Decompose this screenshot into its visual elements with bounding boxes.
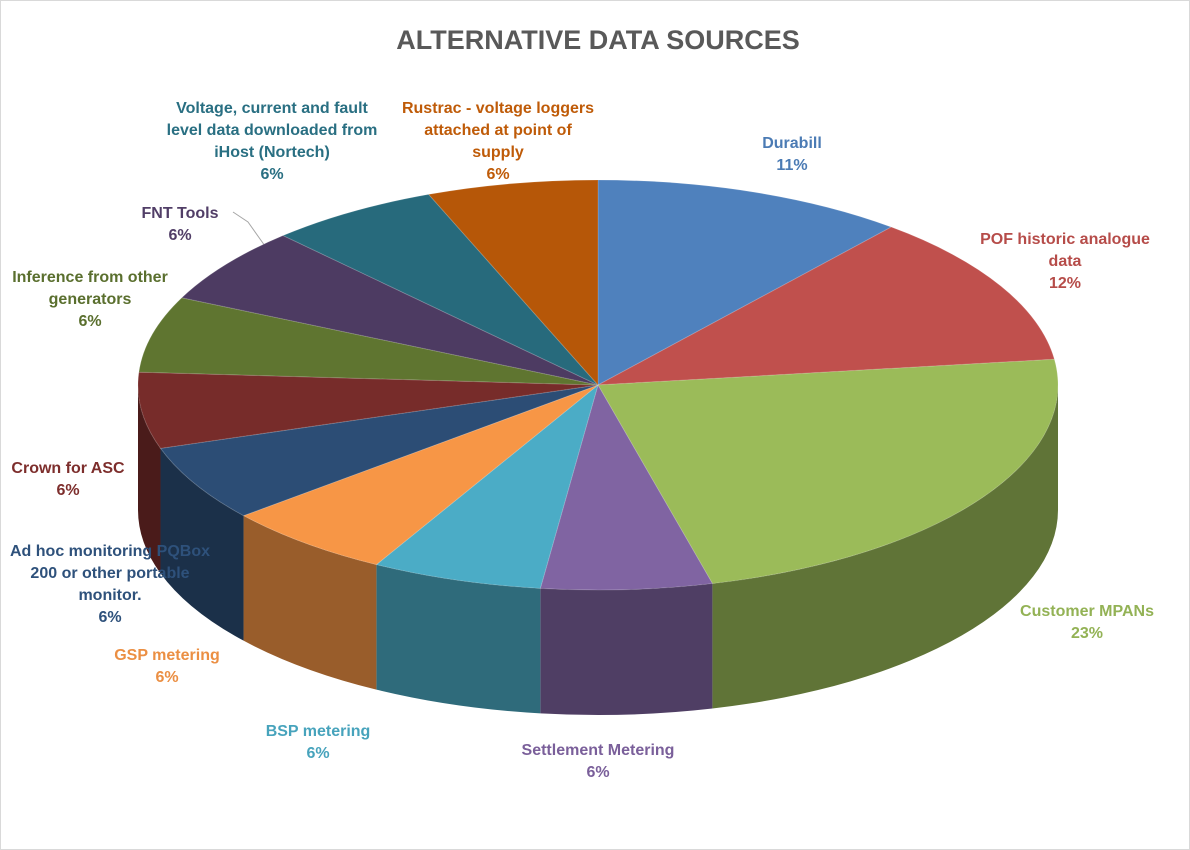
pie-tops	[137, 179, 1059, 591]
slice	[180, 235, 599, 386]
data-label-box: Ad hoc monitoring PQBox 200 or other por…	[5, 525, 215, 645]
data-label: Voltage, current and fault level data do…	[162, 82, 382, 202]
data-label-box: Rustrac - voltage loggers attached at po…	[398, 82, 598, 202]
category-label: Inference from other generators	[12, 269, 168, 308]
category-label: GSP metering	[114, 647, 220, 664]
slice-side	[160, 448, 244, 641]
data-label: Ad hoc monitoring PQBox 200 or other por…	[5, 525, 215, 645]
slice	[597, 358, 1059, 585]
pie-sides	[138, 385, 1058, 715]
slice	[242, 384, 599, 566]
category-label: Ad hoc monitoring PQBox 200 or other por…	[10, 543, 210, 604]
slice-side	[540, 583, 713, 715]
value-label: 11%	[776, 157, 808, 174]
data-label-box: Voltage, current and fault level data do…	[162, 82, 382, 202]
slice	[159, 384, 599, 517]
value-label: 6%	[155, 669, 179, 686]
data-label-box: POF historic analogue data 12%	[965, 202, 1165, 322]
data-label: Customer MPANs 23%	[1002, 563, 1172, 683]
slice	[137, 371, 599, 449]
category-label: POF historic analogue data	[980, 231, 1150, 270]
slice-side	[376, 564, 541, 714]
value-label: 23%	[1070, 625, 1104, 642]
value-label: 6%	[260, 166, 284, 183]
category-label: Customer MPANs	[1020, 603, 1154, 620]
data-label-box: Customer MPANs 23%	[1002, 563, 1172, 683]
data-label: BSP metering 6%	[243, 683, 393, 803]
value-label: 6%	[586, 764, 610, 781]
value-label: 12%	[1048, 275, 1082, 292]
data-label: Durabill 11%	[727, 95, 857, 215]
slice-side	[138, 385, 161, 574]
slice	[539, 383, 714, 591]
category-label: Settlement Metering	[521, 742, 675, 759]
data-label-box: Inference from other generators 6%	[0, 240, 180, 360]
slice-side	[243, 515, 377, 690]
value-label: 6%	[306, 745, 330, 762]
value-label: 6%	[168, 227, 192, 244]
value-label: 6%	[78, 313, 102, 330]
data-label: GSP metering 6%	[82, 607, 252, 727]
slice	[427, 179, 599, 387]
value-label: 6%	[486, 166, 510, 183]
slice	[597, 226, 1056, 386]
data-label: Settlement Metering 6%	[478, 702, 718, 822]
slice	[375, 383, 599, 589]
category-label: Durabill	[762, 135, 822, 152]
data-label-box: Settlement Metering 6%	[478, 702, 718, 822]
data-label: Rustrac - voltage loggers attached at po…	[398, 82, 598, 202]
data-label-box: BSP metering 6%	[243, 683, 393, 803]
category-label: Voltage, current and fault level data do…	[166, 100, 378, 161]
category-label: FNT Tools	[141, 205, 219, 222]
slice	[138, 297, 599, 386]
data-label: FNT Tools 6%	[120, 165, 240, 285]
data-label: Crown for ASC 6%	[8, 420, 128, 540]
data-label: Inference from other generators 6%	[0, 240, 180, 360]
slice-side	[712, 385, 1058, 709]
slice	[597, 179, 893, 386]
value-label: 6%	[98, 609, 122, 626]
slice	[281, 193, 599, 386]
data-label-box: FNT Tools 6%	[120, 165, 240, 285]
chart-title: ALTERNATIVE DATA SOURCES	[396, 25, 800, 55]
category-label: Crown for ASC	[11, 460, 125, 477]
leader-line	[232, 211, 266, 247]
category-label: Rustrac - voltage loggers attached at po…	[401, 100, 595, 161]
data-label-box: Durabill 11%	[727, 95, 857, 215]
data-label-box: Crown for ASC 6%	[8, 420, 128, 540]
category-label: BSP metering	[265, 723, 371, 740]
data-label-box: GSP metering 6%	[82, 607, 252, 727]
value-label: 6%	[56, 482, 80, 499]
data-label: POF historic analogue data 12%	[965, 202, 1165, 322]
